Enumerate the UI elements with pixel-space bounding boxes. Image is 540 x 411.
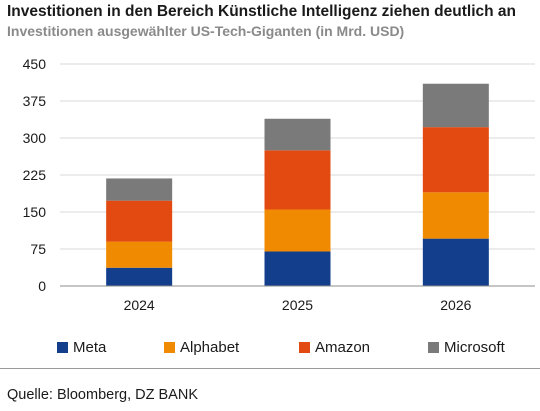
bar-microsoft (106, 178, 173, 201)
legend-swatch (164, 342, 175, 353)
chart-legend: Meta Alphabet Amazon Microsoft (0, 339, 540, 361)
chart-title: Investitionen in den Bereich Künstliche … (7, 3, 516, 20)
bar-meta (264, 251, 331, 286)
y-tick-label: 150 (23, 204, 47, 220)
legend-item-meta: Meta (57, 339, 106, 356)
x-tick-label: 2024 (124, 297, 155, 313)
chart-subtitle: Investitionen ausgewählter US-Tech-Gigan… (7, 23, 405, 39)
bar-microsoft (264, 118, 331, 151)
y-tick-label: 225 (23, 167, 47, 183)
bar-amazon (264, 150, 331, 210)
axes: 0 75 150 225 300 375 450 2024 2025 2026 (23, 56, 535, 313)
y-tick-label: 375 (23, 93, 47, 109)
bar-microsoft (422, 83, 489, 128)
bar-alphabet (264, 209, 331, 252)
legend-swatch (57, 342, 68, 353)
x-tick-label: 2026 (440, 297, 471, 313)
legend-label: Amazon (315, 339, 371, 356)
x-tick-label: 2025 (282, 297, 313, 313)
y-tick-label: 450 (23, 56, 47, 72)
bars (106, 83, 489, 286)
legend-swatch (299, 342, 310, 353)
stacked-bar-chart: 0 75 150 225 300 375 450 2024 2025 2026 (23, 56, 535, 313)
y-tick-label: 0 (38, 278, 46, 294)
legend-item-microsoft: Microsoft (428, 339, 505, 356)
source-note: Quelle: Bloomberg, DZ BANK (7, 387, 198, 403)
legend-label: Meta (73, 339, 107, 356)
bar-amazon (422, 127, 489, 193)
bar-meta (106, 267, 173, 286)
legend-label: Alphabet (180, 339, 240, 356)
legend-item-alphabet: Alphabet (164, 339, 239, 356)
legend-label: Microsoft (444, 339, 505, 356)
bar-alphabet (422, 192, 489, 239)
bar-meta (422, 238, 489, 286)
bar-alphabet (106, 241, 173, 268)
bar-amazon (106, 200, 173, 242)
divider-line (0, 368, 540, 369)
legend-swatch (428, 342, 439, 353)
y-tick-label: 75 (30, 241, 46, 257)
legend-item-amazon: Amazon (299, 339, 370, 356)
y-tick-label: 300 (23, 130, 47, 146)
